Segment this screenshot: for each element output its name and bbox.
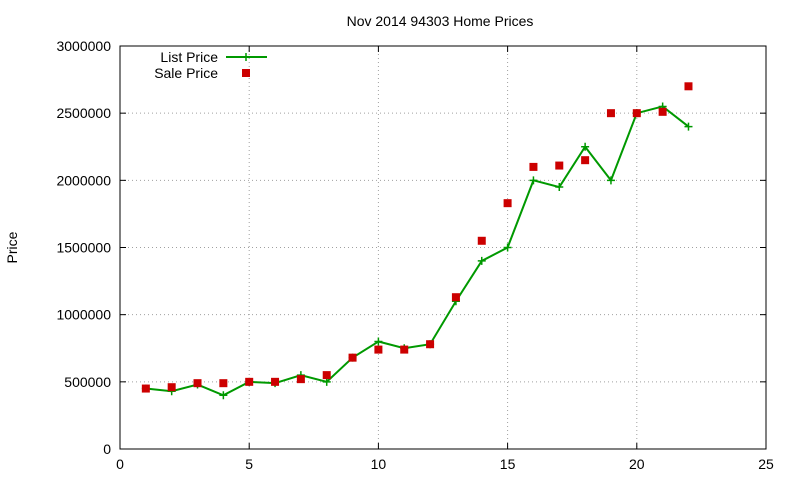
y-tick-label: 500000 — [64, 374, 111, 390]
list-price-point — [322, 377, 331, 386]
list-price-point — [555, 183, 564, 192]
sale-price-point — [477, 236, 486, 245]
y-axis-label: Price — [4, 231, 20, 263]
sale-price-point — [141, 384, 150, 393]
x-tick-label: 25 — [758, 456, 774, 472]
list-price-point — [477, 256, 486, 265]
list-price-point — [219, 391, 228, 400]
y-tick-label: 2000000 — [56, 172, 111, 188]
sale-price-point — [374, 345, 383, 354]
sale-price-point — [503, 199, 512, 208]
y-tick-label: 0 — [103, 441, 111, 457]
sale-price-point — [219, 379, 228, 388]
legend-label: List Price — [160, 49, 218, 65]
x-tick-label: 15 — [500, 456, 516, 472]
sale-price-point — [193, 379, 202, 388]
list-price-point — [374, 337, 383, 346]
list-price-point — [503, 243, 512, 252]
y-tick-label: 1000000 — [56, 307, 111, 323]
sale-price-point — [632, 109, 641, 118]
x-tick-label: 0 — [116, 456, 124, 472]
plot-frame — [119, 45, 767, 450]
x-tick-label: 10 — [371, 456, 387, 472]
sale-price-point — [606, 109, 615, 118]
series-layer — [141, 82, 693, 400]
sale-price-point — [400, 345, 409, 354]
sale-price-point — [271, 377, 280, 386]
sale-price-point — [684, 82, 693, 91]
y-tick-label: 2500000 — [56, 105, 111, 121]
sale-price-point — [296, 375, 305, 384]
sale-price-point — [322, 371, 331, 380]
sale-price-point — [426, 340, 435, 349]
sale-price-point — [581, 156, 590, 165]
y-tick-label: 1500000 — [56, 240, 111, 256]
list-price-point — [529, 176, 538, 185]
sale-price-point — [167, 383, 176, 392]
legend-square-swatch — [242, 69, 250, 77]
sale-price-point — [555, 161, 564, 170]
sale-price-point — [348, 353, 357, 362]
chart-title: Nov 2014 94303 Home Prices — [347, 13, 534, 29]
x-tick-label: 5 — [245, 456, 253, 472]
sale-price-point — [451, 293, 460, 302]
list-price-line — [145, 105, 690, 397]
list-price-point — [606, 176, 615, 185]
legend-label: Sale Price — [154, 65, 218, 81]
list-price-point — [684, 122, 693, 131]
grid — [120, 46, 766, 449]
axis-ticks: 0 5 10 15 20 25 0 500000 1000000 1500000 2000000 25… — [56, 38, 774, 472]
sale-price-point — [245, 377, 254, 386]
y-tick-label: 3000000 — [56, 38, 111, 54]
list-price-point — [581, 142, 590, 151]
sale-price-point — [658, 107, 667, 116]
sale-price-point — [529, 162, 538, 171]
x-tick-label: 20 — [629, 456, 645, 472]
legend-plus-swatch — [242, 53, 250, 61]
